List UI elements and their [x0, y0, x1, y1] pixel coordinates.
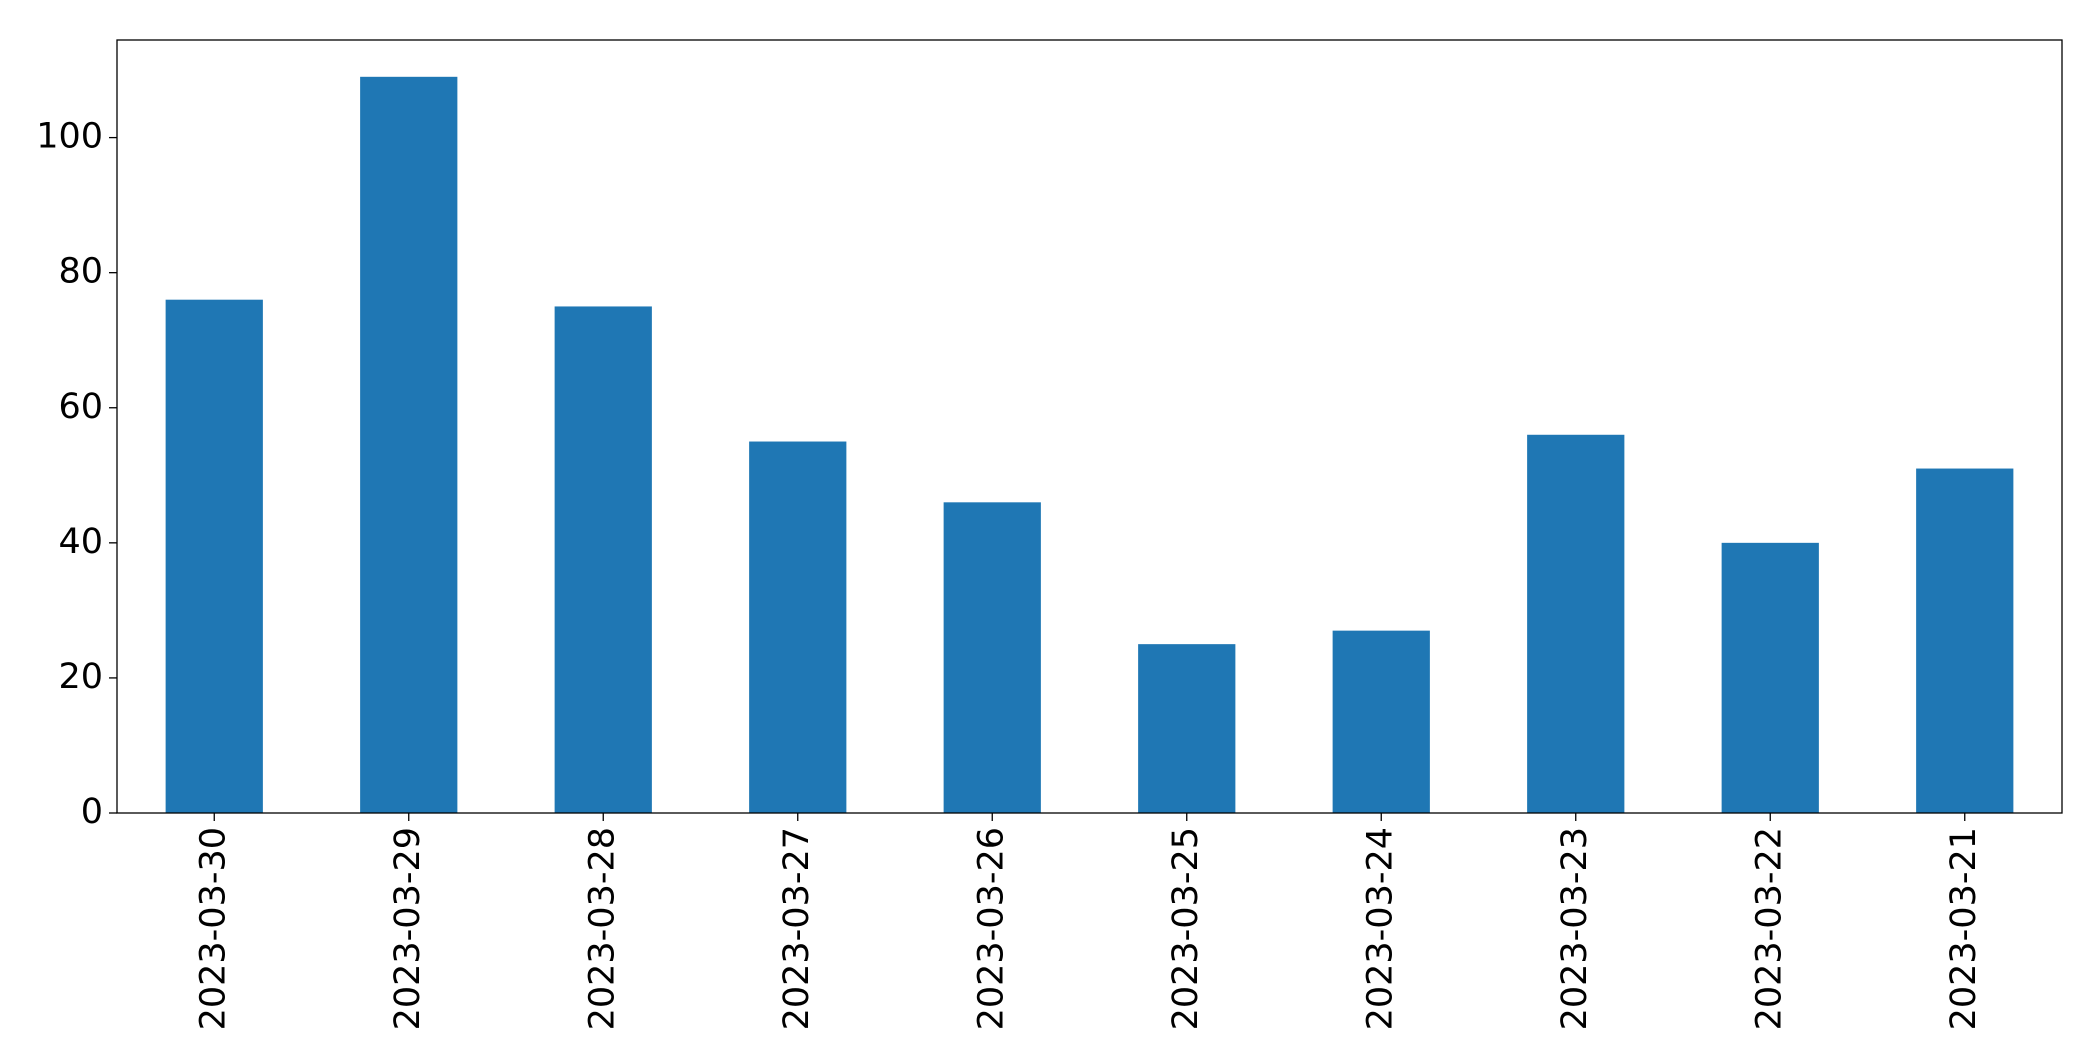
y-tick-label: 20 — [58, 657, 103, 697]
y-tick-label: 40 — [58, 522, 103, 562]
x-tick-label: 2023-03-22 — [1749, 827, 1789, 1030]
bar — [1527, 434, 1625, 813]
y-tick-label: 0 — [81, 792, 103, 832]
x-tick-label: 2023-03-23 — [1555, 827, 1595, 1030]
bar — [1138, 644, 1236, 813]
x-tick-label: 2023-03-25 — [1166, 827, 1206, 1030]
plot-frame — [116, 39, 2063, 814]
x-tick-label: 2023-03-28 — [582, 827, 622, 1030]
bar — [360, 76, 458, 814]
bar — [749, 441, 847, 813]
bar — [943, 502, 1041, 813]
x-tick-label: 2023-03-21 — [1944, 827, 1984, 1030]
y-tick-label: 100 — [36, 117, 103, 157]
x-tick-label: 2023-03-26 — [971, 827, 1011, 1030]
bar — [165, 299, 263, 813]
bar — [554, 306, 652, 813]
x-tick-label: 2023-03-29 — [388, 827, 428, 1030]
bar — [1721, 542, 1819, 813]
bar — [1332, 630, 1430, 813]
bar — [1916, 468, 2014, 813]
x-tick-label: 2023-03-27 — [777, 827, 817, 1030]
x-tick-label: 2023-03-30 — [193, 827, 233, 1030]
x-tick-label: 2023-03-24 — [1360, 827, 1400, 1030]
y-tick-label: 80 — [58, 252, 103, 292]
y-tick-label: 60 — [58, 387, 103, 427]
